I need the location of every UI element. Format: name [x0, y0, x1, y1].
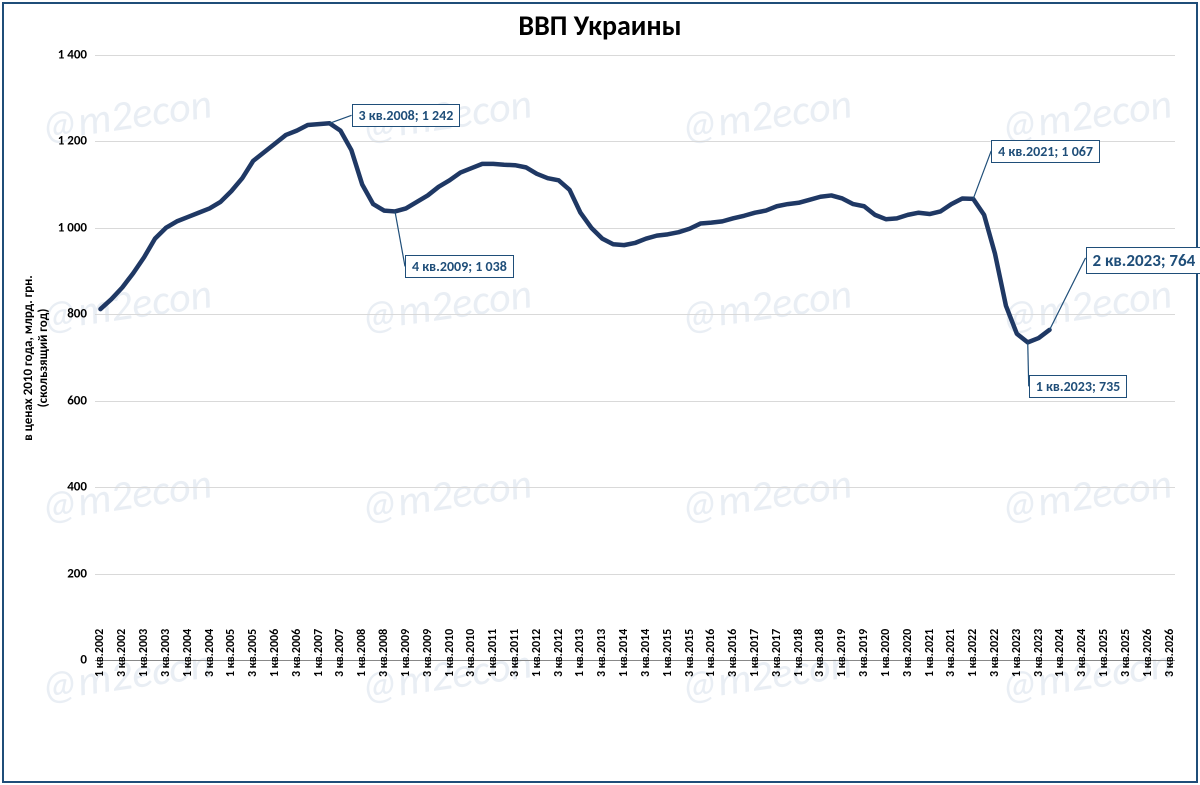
y-tick-label: 400: [67, 480, 87, 495]
y-tick-label: 200: [67, 566, 87, 581]
callout-label: 4 кв.2021; 1 067: [991, 140, 1100, 163]
callout-leader: [330, 115, 352, 123]
callout-leader: [395, 211, 405, 266]
data-line: [100, 123, 1049, 342]
chart-title: ВВП Украины: [0, 8, 1200, 43]
callout-leader: [1050, 258, 1086, 330]
y-tick-label: 1 200: [58, 134, 87, 149]
callout-label: 2 кв.2023; 764: [1086, 247, 1200, 274]
y-tick-label: 600: [67, 393, 87, 408]
callout-label: 3 кв.2008; 1 242: [352, 104, 461, 127]
y-axis-label: в ценах 2010 года, млрд. грн. (скользящи…: [22, 228, 52, 488]
callout-label: 1 кв.2023; 735: [1029, 375, 1128, 398]
y-tick-label: 800: [67, 307, 87, 322]
callout-label: 4 кв.2009; 1 038: [405, 255, 514, 278]
y-tick-label: 1 000: [58, 220, 87, 235]
y-tick-label: 1 400: [58, 48, 87, 63]
y-tick-label: 0: [80, 653, 87, 668]
callout-leader: [973, 151, 991, 199]
